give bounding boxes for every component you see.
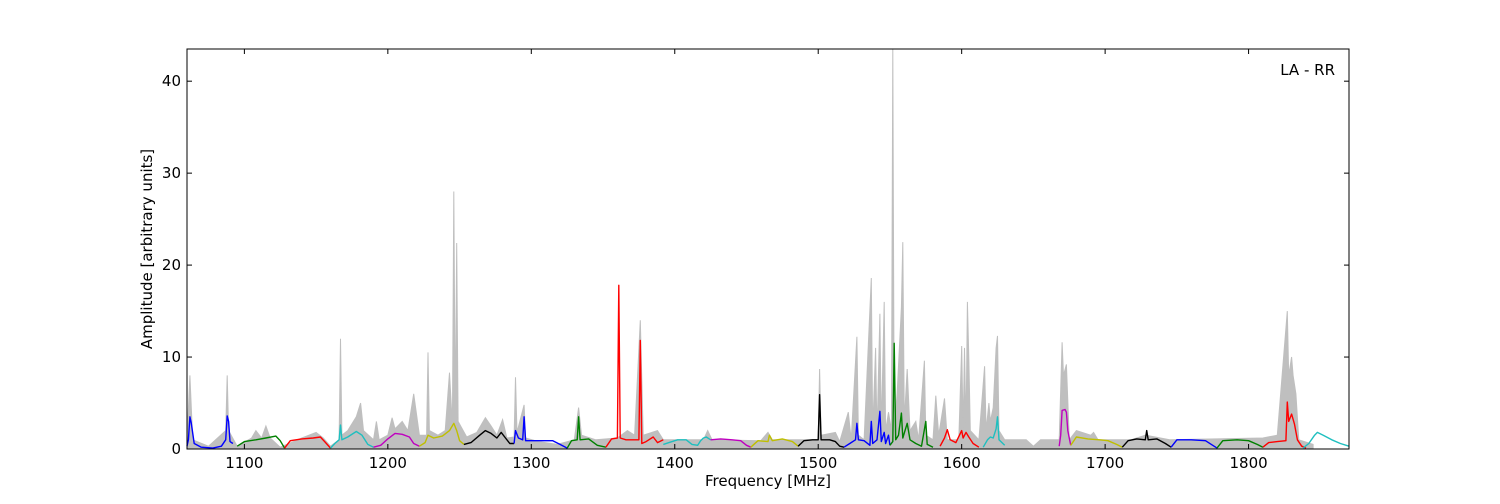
series-line-21 [1121,429,1172,448]
series-line-7 [463,429,515,446]
series-line-10 [605,284,664,448]
x-tick-label: 1800 [1229,454,1267,472]
series-line-12 [710,438,752,448]
series-line-11 [663,436,711,446]
series-line-5 [373,432,420,448]
series-line-4 [329,424,374,449]
x-tick-label: 1700 [1086,454,1124,472]
y-tick-label: 0 [171,440,181,458]
background-trace-group [186,48,1314,450]
series-line-22 [1170,439,1218,449]
y-tick-label: 20 [162,256,181,274]
annotation-label: LA - RR [1280,61,1335,79]
background-trace [186,48,1314,450]
y-axis-ticks: 0 10 20 30 40 [162,72,1349,458]
series-line-2 [236,435,286,449]
x-tick-label: 1500 [799,454,837,472]
series-line-17 [939,429,980,448]
series-line-19 [1058,408,1072,447]
x-tick-label: 1600 [943,454,981,472]
y-tick-label: 30 [162,164,181,182]
series-line-3 [284,436,332,449]
x-tick-label: 1400 [656,454,694,472]
x-tick-label: 1300 [512,454,550,472]
series-line-15 [843,410,891,448]
series-line-6 [419,422,465,447]
y-tick-label: 10 [162,348,181,366]
series-line-18 [982,416,1006,448]
series-line-14 [797,394,845,448]
y-axis-label: Amplitude [arbitrary units] [138,149,156,349]
series-line-1 [186,415,234,449]
series-line-25 [1302,431,1350,449]
x-axis-ticks: 1100 1200 1300 1400 1500 1600 1700 1800 [225,49,1268,472]
series-line-20 [1070,436,1123,448]
series-line-24 [1262,401,1307,449]
colored-series-group [186,284,1350,449]
series-line-23 [1216,439,1264,449]
plot-frame [186,48,1350,450]
series-line-8 [513,416,568,449]
x-tick-label: 1100 [225,454,263,472]
series-line-16 [889,342,934,448]
x-tick-label: 1200 [369,454,407,472]
y-tick-label: 40 [162,72,181,90]
x-axis-label: Frequency [MHz] [705,472,831,490]
series-line-13 [750,434,799,448]
series-line-9 [566,416,607,449]
